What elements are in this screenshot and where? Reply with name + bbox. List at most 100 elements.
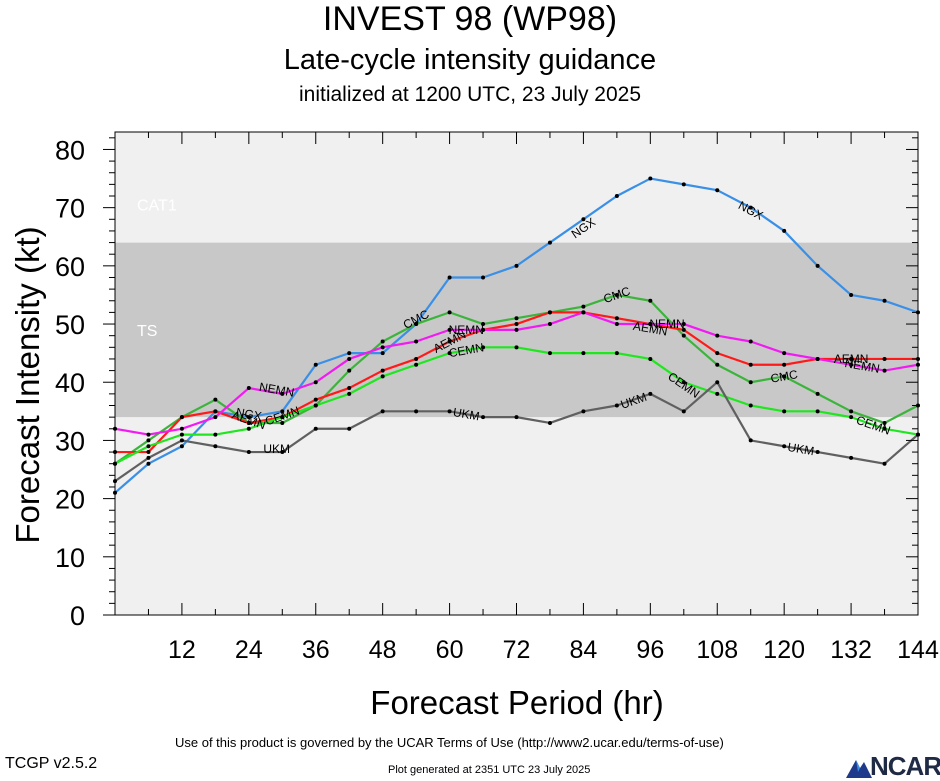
point-aemn-120: [782, 362, 787, 367]
point-aemn-36: [313, 397, 318, 402]
x-tick-label-96: 96: [636, 636, 664, 664]
point-cemn-108: [715, 391, 720, 396]
point-cmc-18: [213, 397, 218, 402]
series-label-nemn-1: NEMN: [449, 323, 484, 337]
point-ukm-102: [681, 409, 686, 414]
point-cmc-126: [815, 391, 820, 396]
series-label-nemn-0: NEMN: [258, 380, 295, 400]
init-time-line: initialized at 1200 UTC, 23 July 2025: [298, 83, 642, 106]
chart-title: INVEST 98 (WP98): [322, 0, 618, 38]
series-label-aemn-2: AEMN: [632, 319, 669, 339]
y-tick-label-10: 10: [55, 543, 85, 573]
x-tick-label-24: 24: [235, 636, 263, 664]
point-cemn-42: [347, 391, 352, 396]
point-aemn-108: [715, 351, 720, 356]
point-cemn-132: [849, 415, 854, 420]
point-ukm-126: [815, 450, 820, 455]
point-ukm-36: [313, 426, 318, 431]
point-cmc-72: [514, 316, 519, 321]
series-label-cemn-1: CEMN: [448, 340, 485, 360]
point-cmc-6: [146, 438, 151, 443]
ncar-logo-mark-icon: [846, 760, 872, 778]
point-cemn-24: [246, 426, 251, 431]
point-cemn-138: [882, 426, 887, 431]
point-nemn-132: [849, 362, 854, 367]
point-cemn-102: [681, 380, 686, 385]
point-nemn-54: [414, 339, 419, 344]
point-ukm-132: [849, 455, 854, 460]
x-tick-label-144: 144: [897, 636, 939, 664]
point-ngx-6: [146, 461, 151, 466]
point-cemn-30: [280, 415, 285, 420]
point-cmc-120: [782, 374, 787, 379]
point-ukm-24: [246, 450, 251, 455]
x-tick-label-48: 48: [369, 636, 397, 664]
point-cmc-102: [681, 333, 686, 338]
point-cmc-96: [648, 298, 653, 303]
point-cemn-84: [581, 351, 586, 356]
point-ngx-102: [681, 182, 686, 187]
y-tick-label-40: 40: [55, 368, 85, 398]
point-ukm-66: [481, 415, 486, 420]
point-cemn-90: [614, 351, 619, 356]
point-ngx-72: [514, 263, 519, 268]
point-nemn-36: [313, 380, 318, 385]
point-cmc-42: [347, 368, 352, 373]
point-nemn-90: [614, 322, 619, 327]
axis-tick-labels: 12 24 36 48 60 72 84 96 108 120 132 144 0 10 20 30 40 50 6…: [55, 135, 939, 664]
point-aemn-42: [347, 386, 352, 391]
x-axis-label: Forecast Period (hr): [370, 684, 664, 721]
point-nemn-102: [681, 322, 686, 327]
point-ngx-36: [313, 362, 318, 367]
x-tick-label-108: 108: [696, 636, 738, 664]
x-tick-label-60: 60: [436, 636, 464, 664]
point-nemn-24: [246, 386, 251, 391]
point-cmc-132: [849, 409, 854, 414]
point-cmc-138: [882, 420, 887, 425]
point-cemn-96: [648, 356, 653, 361]
point-ngx-108: [715, 188, 720, 193]
point-ngx-60: [447, 275, 452, 280]
y-tick-label-50: 50: [55, 310, 85, 340]
point-cemn-54: [414, 362, 419, 367]
y-tick-label-30: 30: [55, 426, 85, 456]
point-ukm-120: [782, 444, 787, 449]
point-aemn-6: [146, 450, 151, 455]
series-label-nemn-3: NEMN: [844, 356, 881, 376]
point-ngx-12: [179, 444, 184, 449]
point-ukm-84: [581, 409, 586, 414]
point-ukm-48: [380, 409, 385, 414]
y-tick-label-0: 0: [70, 601, 85, 631]
point-ukm-54: [414, 409, 419, 414]
point-cmc-114: [748, 380, 753, 385]
point-aemn-72: [514, 322, 519, 327]
point-cemn-126: [815, 409, 820, 414]
chart-subtitle: Late-cycle intensity guidance: [283, 44, 657, 76]
series-label-cmc-2: CMC: [770, 367, 800, 386]
point-ukm-90: [614, 403, 619, 408]
plot-generated-time: Plot generated at 2351 UTC 23 July 2025: [388, 764, 591, 776]
point-aemn-18: [213, 409, 218, 414]
series-label-nemn-2: NEMN: [649, 317, 684, 331]
y-tick-label-70: 70: [55, 194, 85, 224]
band-cat1: [115, 132, 918, 243]
point-ngx-84: [581, 217, 586, 222]
point-aemn-78: [547, 310, 552, 315]
point-ngx-138: [882, 298, 887, 303]
point-aemn-138: [882, 356, 887, 361]
version-label: TCGP v2.5.2: [5, 755, 98, 772]
series-label-ukm-0: UKM: [263, 442, 290, 456]
point-ukm-138: [882, 461, 887, 466]
point-cemn-78: [547, 351, 552, 356]
point-nemn-42: [347, 356, 352, 361]
x-tick-label-84: 84: [570, 636, 598, 664]
band-label-cat1: CAT1: [137, 198, 177, 215]
point-ukm-72: [514, 415, 519, 420]
x-tick-label-12: 12: [168, 636, 196, 664]
series-points: [113, 176, 920, 495]
point-cmc-108: [715, 362, 720, 367]
series-label-aemn-3: AEMN: [834, 352, 869, 366]
point-ukm-30: [280, 450, 285, 455]
point-nemn-108: [715, 333, 720, 338]
